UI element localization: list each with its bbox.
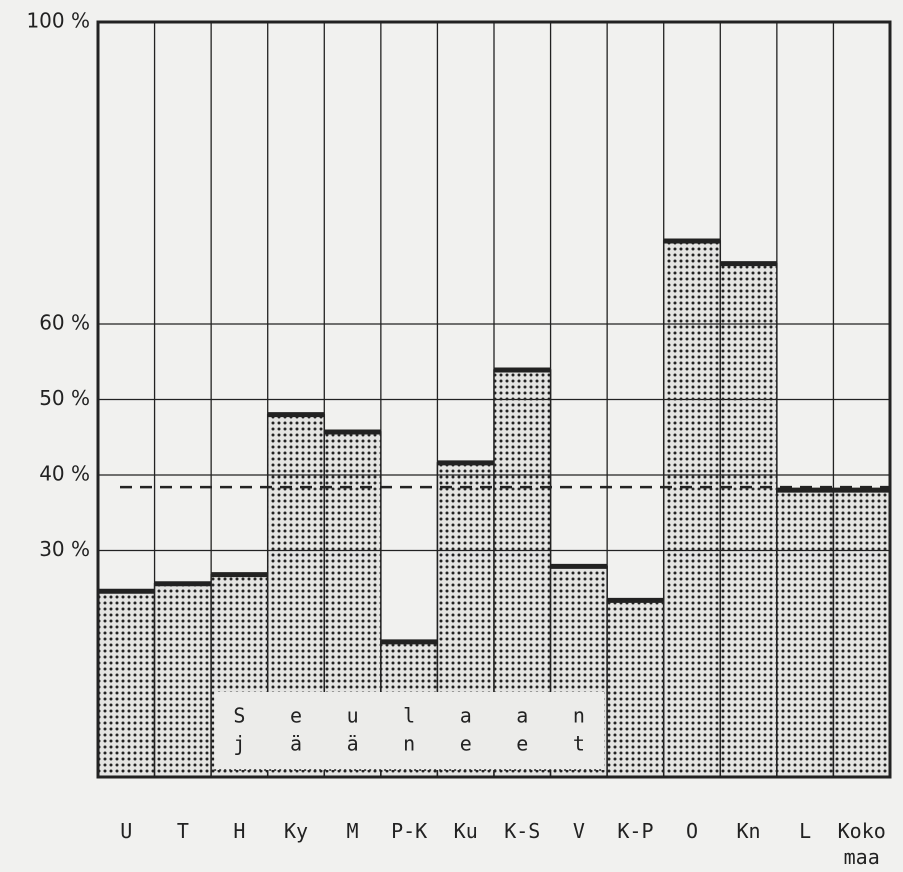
bar [776,489,835,778]
y-tick-label: 60 % [39,311,90,335]
y-tick-label: 100 % [26,9,90,33]
x-tick-label: Kn [736,819,761,843]
bar [97,590,156,778]
x-tick-label: O [685,819,699,843]
bar [153,582,212,778]
x-tick-label: M [346,819,359,843]
annotation: jääneet [233,732,629,756]
x-tick-label: Ku [453,819,478,843]
bar [832,489,891,778]
plot-frame [96,20,892,779]
x-tick-label: H [233,819,246,843]
x-tick-label: Ky [283,819,309,843]
bar [719,262,778,778]
x-tick-label: T [176,819,189,843]
x-tick-label: K-S [504,819,541,843]
y-tick-label: 30 % [39,537,90,561]
annotation: Seulaan [233,704,629,728]
bar [662,240,722,778]
y-tick-label: 50 % [39,386,90,410]
x-tick-label: U [120,819,133,843]
x-tick-label: V [572,819,585,843]
x-tick-label: Koko maa [837,819,886,869]
annotation-box [214,692,605,770]
x-tick-label: P-K [391,819,428,843]
y-tick-label: 40 % [39,462,90,486]
x-tick-label: K-P [617,819,654,843]
x-tick-label: L [799,819,812,843]
